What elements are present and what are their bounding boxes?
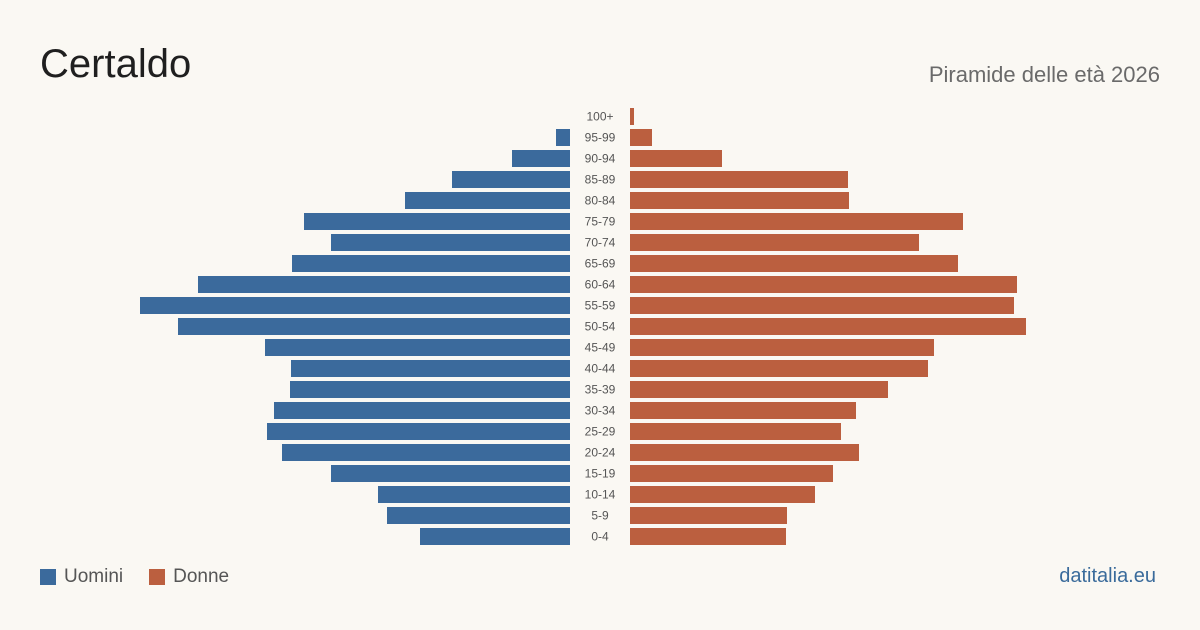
age-label-40-44: 40-44 bbox=[585, 362, 616, 376]
bar-women-80-84 bbox=[630, 192, 849, 209]
bar-women-45-49 bbox=[630, 339, 934, 356]
age-label-75-79: 75-79 bbox=[585, 215, 616, 229]
bar-women-35-39 bbox=[630, 381, 888, 398]
legend-item-women: Donne bbox=[149, 566, 229, 588]
bar-women-30-34 bbox=[630, 402, 856, 419]
age-label-50-54: 50-54 bbox=[585, 320, 616, 334]
bar-men-50-54 bbox=[178, 318, 570, 335]
bar-men-15-19 bbox=[331, 465, 570, 482]
age-label-35-39: 35-39 bbox=[585, 383, 616, 397]
bar-men-0-4 bbox=[420, 528, 570, 545]
bar-men-65-69 bbox=[292, 255, 570, 272]
bar-men-60-64 bbox=[198, 276, 570, 293]
bar-men-5-9 bbox=[387, 507, 570, 524]
bar-men-25-29 bbox=[267, 423, 570, 440]
bar-women-10-14 bbox=[630, 486, 815, 503]
bar-women-60-64 bbox=[630, 276, 1017, 293]
bar-men-80-84 bbox=[405, 192, 570, 209]
bar-women-15-19 bbox=[630, 465, 833, 482]
bar-men-45-49 bbox=[265, 339, 570, 356]
bar-women-40-44 bbox=[630, 360, 928, 377]
age-label-10-14: 10-14 bbox=[585, 488, 616, 502]
bar-men-30-34 bbox=[274, 402, 570, 419]
age-label-30-34: 30-34 bbox=[585, 404, 616, 418]
age-label-15-19: 15-19 bbox=[585, 467, 616, 481]
legend: Uomini Donne bbox=[40, 566, 255, 588]
chart-title: Certaldo bbox=[40, 42, 192, 86]
age-label-65-69: 65-69 bbox=[585, 257, 616, 271]
age-label-70-74: 70-74 bbox=[585, 236, 616, 250]
age-label-100plus: 100+ bbox=[586, 110, 613, 124]
bar-women-95-99 bbox=[630, 129, 652, 146]
bar-women-85-89 bbox=[630, 171, 848, 188]
bar-women-100plus bbox=[630, 108, 634, 125]
age-label-0-4: 0-4 bbox=[591, 530, 609, 544]
bar-women-50-54 bbox=[630, 318, 1026, 335]
bar-women-0-4 bbox=[630, 528, 786, 545]
legend-swatch-women bbox=[149, 569, 166, 585]
age-label-5-9: 5-9 bbox=[591, 509, 609, 523]
bar-men-85-89 bbox=[452, 171, 570, 188]
bar-women-55-59 bbox=[630, 297, 1014, 314]
age-label-60-64: 60-64 bbox=[585, 278, 616, 292]
bar-women-70-74 bbox=[630, 234, 919, 251]
age-label-80-84: 80-84 bbox=[585, 194, 616, 208]
bar-women-65-69 bbox=[630, 255, 958, 272]
legend-swatch-men bbox=[40, 569, 56, 585]
bar-women-75-79 bbox=[630, 213, 963, 230]
legend-label-men: Uomini bbox=[64, 566, 124, 587]
age-label-95-99: 95-99 bbox=[585, 131, 616, 145]
bar-women-90-94 bbox=[630, 150, 722, 167]
bar-men-10-14 bbox=[378, 486, 570, 503]
bar-men-90-94 bbox=[512, 150, 570, 167]
age-label-55-59: 55-59 bbox=[585, 299, 616, 313]
legend-item-men: Uomini bbox=[40, 566, 123, 588]
bar-men-40-44 bbox=[291, 360, 570, 377]
bar-men-70-74 bbox=[331, 234, 570, 251]
age-label-20-24: 20-24 bbox=[585, 446, 616, 460]
brand-link[interactable]: datitalia.eu bbox=[1059, 565, 1156, 587]
age-label-90-94: 90-94 bbox=[585, 152, 616, 166]
bar-women-25-29 bbox=[630, 423, 841, 440]
bar-women-20-24 bbox=[630, 444, 859, 461]
chart-subtitle: Piramide delle età 2026 bbox=[928, 62, 1160, 87]
bar-men-75-79 bbox=[304, 213, 570, 230]
bar-women-5-9 bbox=[630, 507, 787, 524]
legend-label-women: Donne bbox=[173, 566, 230, 587]
bar-men-20-24 bbox=[282, 444, 570, 461]
bar-men-35-39 bbox=[290, 381, 570, 398]
age-label-45-49: 45-49 bbox=[585, 341, 616, 355]
bar-men-55-59 bbox=[140, 297, 570, 314]
age-label-25-29: 25-29 bbox=[585, 425, 616, 439]
bar-men-95-99 bbox=[556, 129, 570, 146]
age-label-85-89: 85-89 bbox=[585, 173, 616, 187]
